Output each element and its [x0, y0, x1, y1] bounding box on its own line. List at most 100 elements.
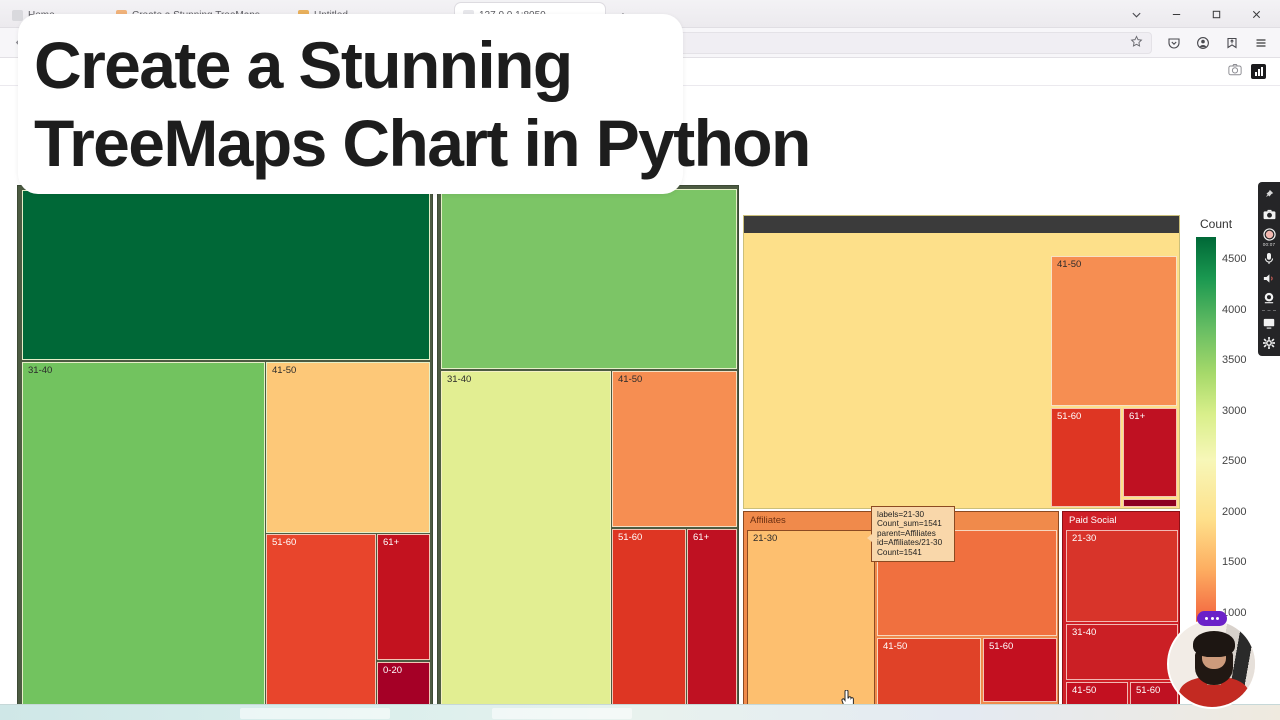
treemap-cell-aff-41-50[interactable]: 41-50	[877, 638, 981, 704]
toolbar-divider	[1262, 310, 1276, 311]
treemap-cell-g1-41-50[interactable]: 41-50	[266, 362, 430, 533]
colorbar-tick: 4500	[1222, 253, 1247, 265]
treemap-cell-ps-31-40[interactable]: 31-40	[1066, 624, 1178, 680]
treemap-cell-label: 21-30	[1072, 533, 1097, 544]
treemap-group-2[interactable]: 31-40 41-50 51-60 61+ 0-20	[437, 185, 739, 704]
treemap-cell-label: 41-50	[272, 365, 297, 376]
colorbar-tick: 1000	[1222, 607, 1247, 619]
treemap-group-1[interactable]: 31-40 41-50 51-60 61+ 0-20	[17, 185, 433, 704]
treemap-cell-ps-21-30[interactable]: 21-30	[1066, 530, 1178, 622]
os-taskbar[interactable]	[0, 704, 1280, 720]
extension-chart-icon[interactable]	[1251, 64, 1266, 79]
treemap-cell-g3-51-60[interactable]: 51-60	[1051, 408, 1121, 507]
treemap-cell-label: 31-40	[447, 374, 472, 385]
tooltip-line-count-sum: Count_sum=1541	[877, 519, 942, 529]
settings-gear-icon[interactable]	[1259, 334, 1279, 352]
treemap-group-3[interactable]: 41-50 51-60 61+	[743, 215, 1180, 509]
title-line-1: Create a Stunning	[34, 28, 573, 102]
record-stop-icon[interactable]	[1259, 225, 1279, 243]
recording-timer: 00:07	[1262, 242, 1276, 247]
webcam-bubble[interactable]	[1167, 619, 1257, 709]
treemap-tooltip: labels=21-30 Count_sum=1541 parent=Affil…	[867, 506, 955, 563]
treemap-cell-label: 61+	[693, 532, 710, 543]
treemap-cell-g3-21-30[interactable]	[747, 235, 1049, 507]
colorbar-tick: 3500	[1222, 354, 1247, 366]
colorbar-tick: 2000	[1222, 506, 1247, 518]
webcam-icon[interactable]	[1259, 289, 1279, 307]
colorbar-tick: 4000	[1222, 304, 1247, 316]
treemap-cell-label: 41-50	[883, 641, 908, 652]
treemap-cell-g1-21-30[interactable]	[22, 190, 430, 360]
chart-bars	[1254, 67, 1263, 76]
treemap-cell-g1-31-40[interactable]: 31-40	[22, 362, 265, 704]
window-controls	[1116, 0, 1276, 28]
tooltip-line-labels: labels=21-30	[877, 510, 925, 519]
treemap-cell-g2-41-50[interactable]: 41-50	[612, 371, 737, 527]
close-button[interactable]	[1236, 0, 1276, 28]
pin-icon[interactable]	[1259, 185, 1279, 203]
treemap-group-paid-social[interactable]: Paid Social 21-30 31-40 41-50 51-60 61+	[1062, 511, 1180, 704]
screen-icon[interactable]	[1259, 314, 1279, 332]
paid-social-header: Paid Social	[1063, 512, 1179, 528]
account-icon[interactable]	[1190, 30, 1216, 56]
tooltip-line-count: Count=1541	[877, 547, 922, 557]
treemap-chart[interactable]: 31-40 41-50 51-60 61+ 0-20	[0, 87, 1280, 704]
treemap-cell-label: 51-60	[618, 532, 643, 543]
treemap-cell-g2-31-40[interactable]: 31-40	[441, 371, 611, 704]
camera-options-dots-icon[interactable]	[1197, 611, 1227, 626]
treemap-cell-label: 61+	[383, 537, 400, 548]
treemap-cell-ps-41-50[interactable]: 41-50	[1066, 682, 1128, 704]
treemap-cell-label: 21-30	[753, 533, 778, 544]
colorbar-gradient	[1196, 237, 1216, 692]
taskbar-item[interactable]	[240, 708, 390, 719]
treemap-cell-g2-51-60[interactable]: 51-60	[612, 529, 686, 704]
tooltip-line-id: id=Affiliates/21-30	[877, 538, 943, 548]
paid-social-header-label: Paid Social	[1069, 515, 1117, 526]
treemap-cell-g3-0-20[interactable]	[1123, 499, 1177, 507]
colorbar-tick: 2500	[1222, 455, 1247, 467]
speaker-icon[interactable]	[1259, 269, 1279, 287]
colorbar-tick: 1500	[1222, 556, 1247, 568]
colorbar-tick: 3000	[1222, 405, 1247, 417]
treemap-cell-label: 41-50	[1072, 685, 1097, 696]
hamburger-menu-icon[interactable]	[1248, 30, 1274, 56]
tab-list-chevron-icon[interactable]	[1116, 0, 1156, 28]
treemap-cell-aff-21-30[interactable]: 21-30	[747, 530, 875, 704]
dot	[1205, 617, 1208, 620]
treemap-cell-g1-61plus[interactable]: 61+	[377, 534, 430, 660]
video-title-overlay: Create a Stunning TreeMaps Chart in Pyth…	[18, 14, 811, 194]
title-line-2: TreeMaps Chart in Python	[34, 106, 811, 180]
screen-recorder-toolbar[interactable]: 00:07	[1258, 182, 1280, 356]
microphone-icon[interactable]	[1259, 249, 1279, 267]
tooltip-arrow	[867, 534, 872, 542]
affiliates-header-label: Affiliates	[750, 515, 786, 526]
treemap-cell-g2-21-30[interactable]	[441, 189, 737, 369]
tooltip-line-parent: parent=Affiliates	[877, 528, 936, 538]
dot	[1210, 617, 1214, 620]
maximize-button[interactable]	[1196, 0, 1236, 28]
taskbar-item[interactable]	[492, 708, 632, 719]
treemap-cell-g1-51-60[interactable]: 51-60	[266, 534, 376, 704]
dot	[1216, 617, 1219, 620]
treemap-group-affiliates[interactable]: Affiliates 21-30 41-50 51-60 61+	[743, 511, 1059, 704]
treemap-cell-label: 51-60	[272, 537, 297, 548]
minimize-button[interactable]	[1156, 0, 1196, 28]
treemap-cell-aff-51-60[interactable]: 51-60	[983, 638, 1057, 702]
treemap-cell-label: 51-60	[1136, 685, 1161, 696]
pocket-icon[interactable]	[1161, 30, 1187, 56]
camera-icon[interactable]	[1259, 205, 1279, 223]
save-to-pocket-icon[interactable]	[1219, 30, 1245, 56]
treemap-cell-label: 41-50	[1057, 259, 1082, 270]
screenshot-camera-icon[interactable]	[1228, 63, 1242, 81]
page-content: 31-40 41-50 51-60 61+ 0-20	[0, 87, 1280, 704]
treemap-cell-label: 51-60	[1057, 411, 1082, 422]
treemap-cell-g2-61plus[interactable]: 61+	[687, 529, 737, 704]
treemap-cell-label: 41-50	[618, 374, 643, 385]
webcam-person-hair	[1193, 631, 1235, 657]
treemap-cell-g1-0-20[interactable]: 0-20	[377, 662, 430, 704]
treemap-cell-label: 51-60	[989, 641, 1014, 652]
colorbar-title: Count	[1200, 217, 1233, 231]
treemap-cell-g3-61plus[interactable]: 61+	[1123, 408, 1177, 497]
bookmark-star-icon[interactable]	[1130, 34, 1143, 51]
treemap-cell-g3-41-50[interactable]: 41-50	[1051, 256, 1177, 406]
